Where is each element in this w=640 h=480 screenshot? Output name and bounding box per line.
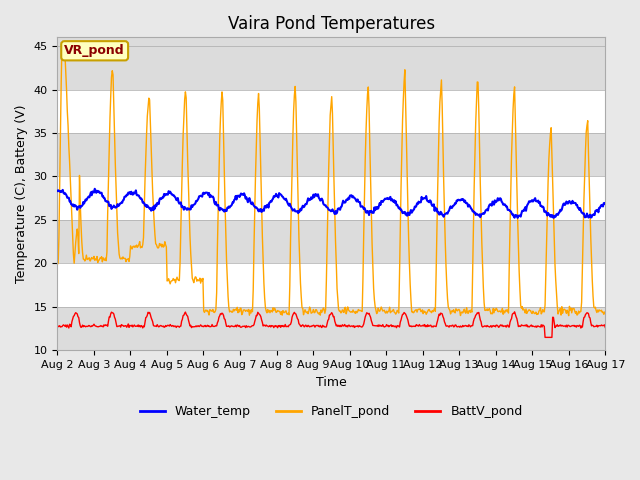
Bar — [58, 133, 605, 177]
Bar — [58, 37, 605, 89]
Legend: Water_temp, PanelT_pond, BattV_pond: Water_temp, PanelT_pond, BattV_pond — [135, 400, 527, 423]
Text: VR_pond: VR_pond — [65, 44, 125, 57]
Y-axis label: Temperature (C), Battery (V): Temperature (C), Battery (V) — [15, 105, 28, 283]
X-axis label: Time: Time — [316, 376, 347, 389]
Bar — [58, 307, 605, 350]
Bar — [58, 220, 605, 264]
Title: Vaira Pond Temperatures: Vaira Pond Temperatures — [228, 15, 435, 33]
